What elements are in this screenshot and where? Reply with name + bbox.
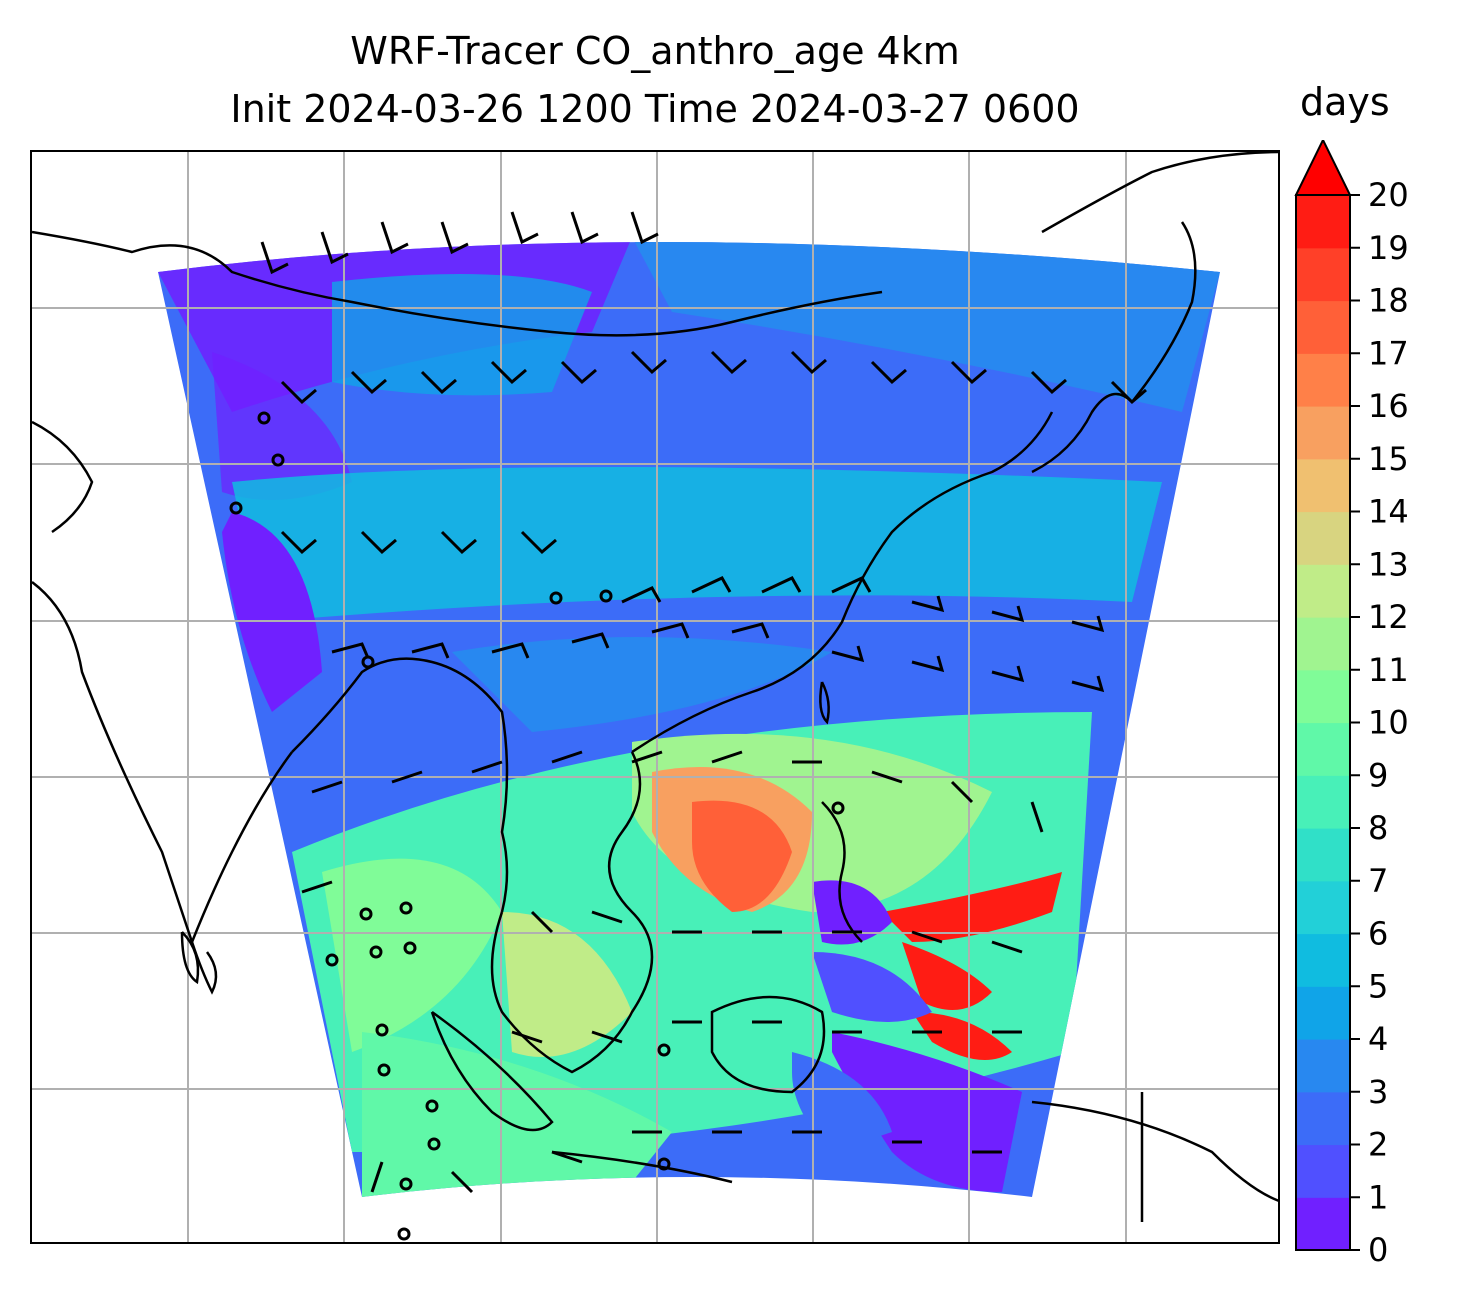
colorbar-segment <box>1296 564 1350 618</box>
colorbar-tick-label: 6 <box>1368 915 1388 953</box>
colorbar-tick-label: 9 <box>1368 756 1388 794</box>
colorbar-segment <box>1296 300 1350 354</box>
colorbar-tick-label: 14 <box>1368 493 1409 531</box>
colorbar-tick-label: 19 <box>1368 229 1409 267</box>
colorbar-tick-label: 12 <box>1368 598 1409 636</box>
colorbar-tick-label: 11 <box>1368 651 1409 689</box>
colorbar-segments <box>1296 195 1350 1251</box>
colorbar-tick-label: 2 <box>1368 1126 1388 1164</box>
chart-subtitle: Init 2024-03-26 1200 Time 2024-03-27 060… <box>230 87 1080 131</box>
colorbar-segment <box>1296 1091 1350 1146</box>
colorbar-segment <box>1296 1197 1350 1251</box>
colorbar-segment <box>1296 195 1350 249</box>
colorbar-tick-label: 16 <box>1368 387 1409 425</box>
colorbar-segment <box>1296 828 1350 882</box>
colorbar-segment <box>1296 406 1350 460</box>
map-panel <box>30 150 1280 1244</box>
colorbar-tick-label: 7 <box>1368 862 1388 900</box>
colorbar-tick-label: 0 <box>1368 1231 1388 1269</box>
colorbar-segment <box>1296 511 1350 565</box>
tracer-age-field <box>158 242 1220 1197</box>
colorbar-tick-label: 17 <box>1368 334 1409 372</box>
colorbar-segment <box>1296 775 1350 829</box>
colorbar-segment <box>1296 1039 1350 1093</box>
colorbar-segment <box>1296 353 1350 407</box>
wind-barbs <box>260 211 1147 1194</box>
colorbar-segment <box>1296 669 1350 724</box>
coastlines <box>32 152 1278 1222</box>
colorbar-tick-label: 10 <box>1368 704 1409 742</box>
colorbar-tick-label: 5 <box>1368 967 1388 1005</box>
colorbar-tick-label: 15 <box>1368 440 1409 478</box>
map-canvas <box>32 152 1278 1242</box>
colorbar-tick-label: 13 <box>1368 545 1409 583</box>
colorbar-tick-label: 20 <box>1368 176 1409 214</box>
colorbar-tick-label: 1 <box>1368 1178 1388 1216</box>
chart-title: WRF-Tracer CO_anthro_age 4km <box>350 29 960 73</box>
colorbar-segment <box>1296 1144 1350 1198</box>
colorbar-tick-label: 4 <box>1368 1020 1388 1058</box>
colorbar-segment <box>1296 722 1350 776</box>
colorbar-tick-label: 8 <box>1368 809 1388 847</box>
colorbar-extend-arrow <box>1294 140 1352 196</box>
colorbar-tick-label: 18 <box>1368 282 1409 320</box>
colorbar-tick-label: 3 <box>1368 1073 1388 1111</box>
colorbar-segment <box>1296 247 1350 302</box>
colorbar-segment <box>1296 986 1350 1040</box>
calm-wind-markers <box>229 411 845 1241</box>
colorbar-segment <box>1296 458 1350 513</box>
colorbar-segment <box>1296 933 1350 987</box>
colorbar-segment <box>1296 617 1350 671</box>
colorbar-segment <box>1296 880 1350 935</box>
map-gridlines <box>32 152 1278 1242</box>
colorbar-label: days <box>1300 80 1390 124</box>
